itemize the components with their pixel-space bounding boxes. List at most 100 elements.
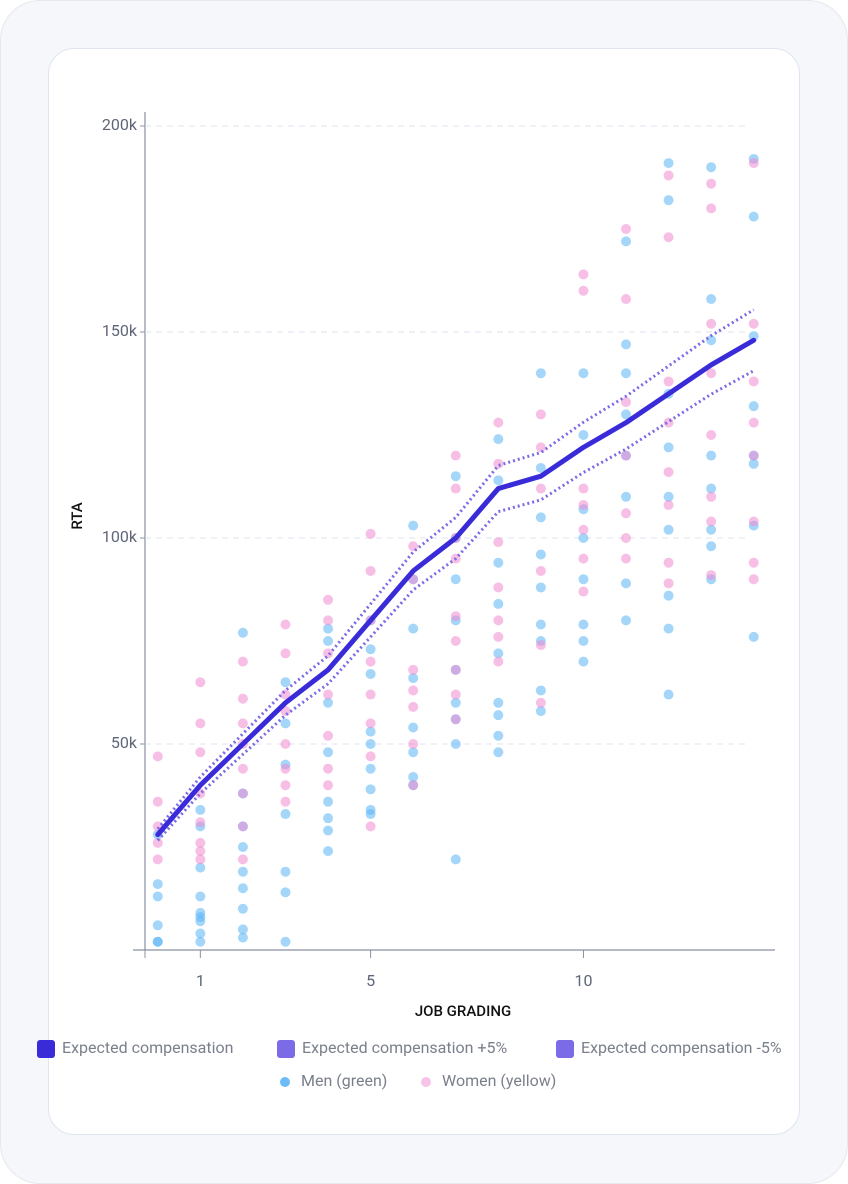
data-point bbox=[535, 442, 546, 453]
data-point bbox=[323, 846, 334, 857]
data-point bbox=[621, 450, 632, 461]
data-point bbox=[663, 491, 674, 502]
data-point bbox=[237, 788, 248, 799]
data-point bbox=[493, 557, 504, 568]
data-point bbox=[450, 574, 461, 585]
data-point bbox=[621, 553, 632, 564]
data-point bbox=[706, 450, 717, 461]
data-point bbox=[237, 693, 248, 704]
data-point bbox=[237, 932, 248, 943]
data-point bbox=[280, 887, 291, 898]
data-point bbox=[578, 656, 589, 667]
data-point bbox=[195, 862, 206, 873]
data-point bbox=[663, 467, 674, 478]
data-point bbox=[450, 611, 461, 622]
data-point bbox=[237, 718, 248, 729]
data-point bbox=[706, 491, 717, 502]
data-point bbox=[365, 718, 376, 729]
data-point bbox=[323, 796, 334, 807]
data-point bbox=[578, 269, 589, 280]
data-point bbox=[408, 623, 419, 634]
data-point bbox=[237, 854, 248, 865]
legend-swatch bbox=[37, 1040, 55, 1058]
data-point bbox=[493, 598, 504, 609]
data-point bbox=[408, 701, 419, 712]
data-point bbox=[706, 178, 717, 189]
data-point bbox=[663, 557, 674, 568]
data-point bbox=[280, 677, 291, 688]
data-point bbox=[365, 763, 376, 774]
data-point bbox=[450, 636, 461, 646]
data-point bbox=[706, 570, 717, 581]
data-point bbox=[748, 516, 759, 527]
data-point bbox=[365, 689, 376, 700]
data-point bbox=[450, 854, 461, 865]
data-point bbox=[663, 376, 674, 387]
data-point bbox=[748, 417, 759, 428]
data-point bbox=[621, 368, 632, 379]
data-point bbox=[706, 368, 717, 379]
data-point bbox=[152, 879, 163, 890]
data-point bbox=[323, 648, 334, 659]
data-point bbox=[450, 714, 461, 725]
x-axis-label: JOB GRADING bbox=[415, 1002, 511, 1020]
data-point bbox=[152, 891, 163, 902]
data-point bbox=[535, 685, 546, 696]
data-point bbox=[493, 747, 504, 758]
data-point bbox=[408, 780, 419, 791]
line bbox=[155, 337, 757, 838]
data-point bbox=[493, 710, 504, 721]
data-point bbox=[748, 574, 759, 585]
data-point bbox=[365, 726, 376, 737]
data-point bbox=[152, 854, 163, 865]
chart-card bbox=[48, 48, 800, 1135]
data-point bbox=[748, 450, 759, 461]
data-point bbox=[621, 294, 632, 305]
data-point bbox=[663, 578, 674, 589]
data-point bbox=[408, 673, 419, 684]
data-point bbox=[493, 656, 504, 667]
data-point bbox=[535, 549, 546, 560]
data-point bbox=[706, 430, 717, 440]
data-point bbox=[578, 533, 589, 543]
data-point bbox=[365, 821, 376, 832]
data-point bbox=[748, 631, 759, 642]
data-point bbox=[408, 664, 419, 675]
y-tick-label: 200k bbox=[102, 115, 138, 134]
data-point bbox=[195, 817, 206, 828]
data-point bbox=[663, 442, 674, 453]
data-point bbox=[535, 565, 546, 576]
data-point bbox=[706, 516, 717, 527]
data-point bbox=[237, 924, 248, 935]
legend-swatch bbox=[280, 1077, 290, 1087]
data-point bbox=[195, 846, 206, 857]
data-point bbox=[535, 619, 546, 630]
data-point bbox=[152, 920, 163, 931]
data-point bbox=[365, 528, 376, 539]
data-point bbox=[578, 483, 589, 494]
data-point bbox=[706, 335, 717, 346]
data-point bbox=[280, 796, 291, 807]
data-point bbox=[535, 640, 546, 651]
data-point bbox=[535, 483, 546, 494]
data-point bbox=[706, 203, 717, 214]
data-point bbox=[578, 524, 589, 535]
data-point bbox=[493, 631, 504, 642]
data-point bbox=[621, 224, 632, 234]
data-point bbox=[237, 627, 248, 638]
data-point bbox=[706, 541, 717, 552]
data-point bbox=[748, 557, 759, 568]
data-point bbox=[578, 574, 589, 585]
data-point bbox=[663, 232, 674, 243]
data-point bbox=[535, 697, 546, 708]
data-point bbox=[535, 582, 546, 593]
data-point bbox=[195, 854, 206, 865]
data-point bbox=[280, 763, 291, 774]
data-point bbox=[493, 730, 504, 741]
data-point bbox=[748, 401, 759, 412]
data-point bbox=[152, 837, 163, 848]
data-point bbox=[280, 739, 291, 749]
data-point bbox=[365, 739, 376, 749]
data-point bbox=[365, 784, 376, 795]
